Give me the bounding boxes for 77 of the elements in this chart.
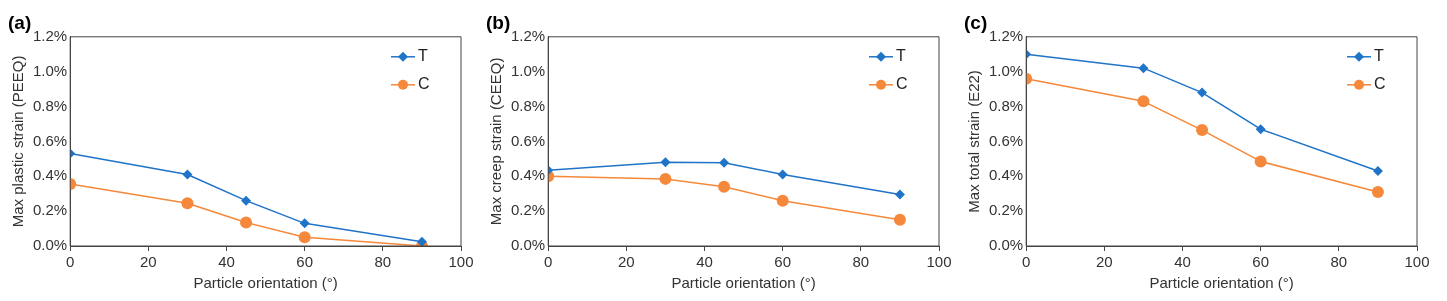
point: [1197, 87, 1208, 98]
y-tick-label: 0.0%: [988, 236, 1024, 254]
y-tick-label: 0.8%: [510, 96, 546, 114]
point: [1137, 95, 1150, 108]
point: [659, 172, 672, 185]
point: [718, 180, 731, 193]
point: [298, 231, 311, 244]
y-tick-label: 0.0%: [510, 236, 546, 254]
y-tick-label: 0.8%: [32, 96, 68, 114]
x-tick-label: 60: [296, 253, 314, 271]
legend-label: C: [1374, 75, 1386, 93]
y-tick-label: 0.6%: [32, 131, 68, 149]
y-tick-label: 0.2%: [988, 201, 1024, 219]
y-tick-label: 0.4%: [988, 166, 1024, 184]
x-tick-label: 20: [618, 253, 635, 271]
x-tick-label: 100: [448, 253, 474, 271]
y-axis-title: Max creep strain (CEEQ): [487, 57, 505, 226]
y-tick-label: 0.4%: [32, 166, 68, 184]
y-tick-label: 0.6%: [988, 131, 1024, 149]
y-tick-label: 1.0%: [988, 61, 1024, 79]
chart-title: (b): [486, 11, 511, 33]
legend-label: C: [896, 75, 908, 93]
point: [1196, 124, 1209, 137]
point: [240, 216, 253, 229]
legend-label: T: [1374, 47, 1384, 65]
y-tick-label: 0.6%: [510, 131, 546, 149]
x-tick-label: 0: [1022, 253, 1031, 271]
y-tick-label: 1.2%: [988, 26, 1024, 44]
x-tick-label: 40: [218, 253, 235, 271]
x-tick-label: 0: [544, 253, 553, 271]
point: [894, 189, 905, 200]
x-tick-label: 20: [140, 253, 157, 271]
x-tick-label: 100: [926, 253, 952, 271]
y-tick-label: 0.8%: [988, 96, 1024, 114]
x-tick-label: 80: [852, 253, 870, 271]
x-tick-label: 60: [1252, 253, 1270, 271]
legend-label: T: [896, 47, 906, 65]
point: [776, 194, 789, 207]
y-tick-label: 1.0%: [32, 61, 68, 79]
chart-title: (a): [8, 11, 32, 33]
x-axis-title: Particle orientation (°): [193, 274, 338, 292]
point: [1371, 185, 1384, 198]
x-tick-label: 40: [696, 253, 713, 271]
y-tick-label: 1.2%: [32, 26, 68, 44]
y-tick-label: 0.2%: [510, 201, 546, 219]
x-tick-label: 20: [1096, 253, 1113, 271]
y-tick-label: 1.0%: [510, 61, 546, 79]
point: [416, 236, 427, 246]
point: [719, 157, 730, 168]
point: [181, 197, 194, 210]
legend-label: T: [418, 47, 428, 65]
point: [241, 195, 252, 206]
y-tick-label: 0.4%: [510, 166, 546, 184]
y-axis-title: Max plastic strain (PEEQ): [9, 55, 27, 228]
point: [182, 169, 193, 180]
point: [1254, 155, 1267, 168]
point: [893, 213, 906, 226]
x-axis-title: Particle orientation (°): [671, 274, 816, 292]
chart-title: (c): [964, 11, 988, 33]
x-tick-label: 100: [1404, 253, 1430, 271]
point: [660, 157, 671, 168]
y-tick-label: 0.0%: [32, 236, 68, 254]
y-axis-title: Max total strain (E22): [965, 70, 983, 213]
x-tick-label: 40: [1174, 253, 1191, 271]
x-tick-label: 0: [66, 253, 75, 271]
x-axis-title: Particle orientation (°): [1149, 274, 1294, 292]
x-tick-label: 60: [774, 253, 792, 271]
point: [1138, 63, 1149, 74]
legend-label: C: [418, 75, 430, 93]
point: [1372, 166, 1383, 177]
x-tick-label: 80: [1330, 253, 1348, 271]
y-tick-label: 1.2%: [510, 26, 546, 44]
point: [299, 218, 310, 229]
point: [1255, 124, 1266, 135]
x-tick-label: 80: [374, 253, 392, 271]
y-tick-label: 0.2%: [32, 201, 68, 219]
point: [777, 169, 788, 180]
